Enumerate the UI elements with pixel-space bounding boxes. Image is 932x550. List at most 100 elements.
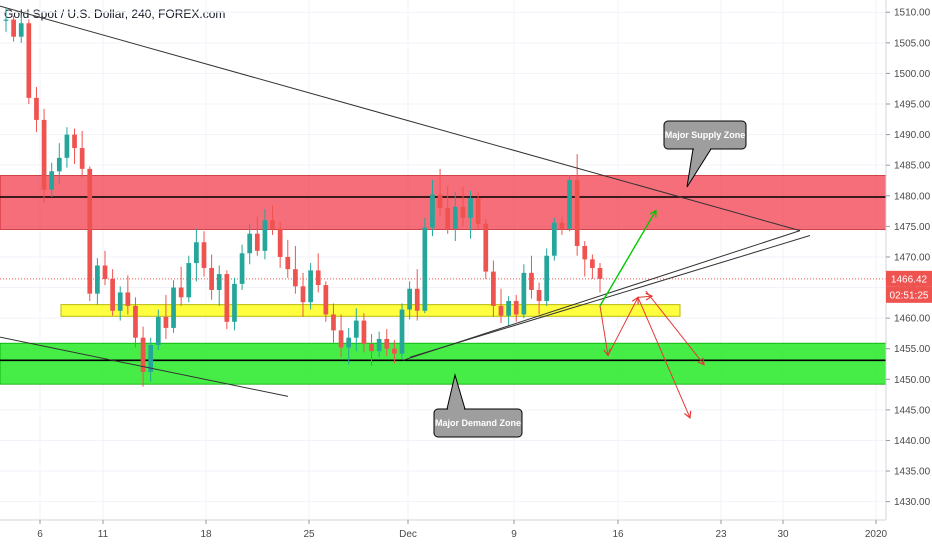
- candle-body: [102, 265, 108, 279]
- red-arrow-head: [697, 357, 705, 366]
- candle-body: [293, 269, 298, 287]
- y-tick-label: 1440.00: [894, 436, 931, 447]
- candle-body: [513, 300, 519, 315]
- red-arrow-head: [684, 410, 692, 419]
- y-tick-label: 1510.00: [894, 8, 931, 19]
- candle-body: [49, 171, 55, 190]
- candle-body: [544, 255, 550, 301]
- candle-body: [338, 330, 344, 348]
- candle-body: [376, 338, 382, 352]
- descending-trendline: [0, 5, 801, 232]
- candle-body: [361, 320, 367, 344]
- candle-body: [3, 19, 9, 21]
- red-arrow-shaft: [645, 290, 705, 365]
- candle-body: [536, 289, 542, 301]
- candle-body: [171, 287, 176, 328]
- x-tick-label: 18: [200, 529, 212, 540]
- x-tick-label: 16: [612, 529, 624, 540]
- candle-body: [460, 206, 466, 218]
- callouts: Major Supply Zone Major Demand Zone: [433, 120, 747, 438]
- candle-body: [323, 285, 329, 315]
- candle-body: [11, 19, 16, 37]
- candle-body: [270, 220, 275, 229]
- candle-body: [285, 256, 291, 270]
- candle-body: [422, 227, 428, 311]
- candle-body: [194, 242, 199, 264]
- y-tick-label: 1450.00: [894, 375, 931, 386]
- countdown-badge: [886, 286, 932, 303]
- candle-body: [148, 345, 154, 372]
- y-tick-label: 1490.00: [894, 130, 931, 141]
- candle-body: [79, 148, 85, 169]
- grid-lines: [0, 0, 886, 520]
- candle-body: [445, 208, 451, 229]
- candle-body: [551, 222, 557, 256]
- candle-body: [475, 198, 481, 224]
- y-tick-label: 1485.00: [894, 161, 931, 172]
- candle-body: [140, 337, 146, 372]
- candle-body: [597, 267, 603, 279]
- x-tick-label: 30: [777, 529, 789, 540]
- candle-body: [346, 337, 352, 348]
- candle-body: [452, 206, 458, 229]
- x-tick-label: Dec: [399, 529, 417, 540]
- ascending-trendline: [402, 230, 801, 361]
- candle-body: [369, 343, 374, 352]
- candle-body: [468, 198, 473, 218]
- x-tick-label: 23: [715, 529, 727, 540]
- demand-trendline: [0, 336, 289, 397]
- demand-zone: [0, 342, 887, 385]
- y-tick-label: 1445.00: [894, 405, 931, 416]
- price-axis[interactable]: 1510.00 1505.00 1500.00 1495.00 1490.00 1485.…: [885, 0, 932, 520]
- price-badges: 1466.42 02:51:25: [886, 270, 932, 303]
- candle-body: [392, 348, 397, 354]
- candle-body: [34, 97, 39, 120]
- candle-body: [95, 265, 100, 294]
- candle-body: [87, 168, 93, 294]
- green-arrow-shaft: [599, 210, 657, 307]
- x-tick-label: 6: [37, 529, 43, 540]
- last-price-label: 1466.42: [891, 274, 928, 285]
- candle-body: [110, 278, 115, 311]
- candle-body: [262, 220, 268, 251]
- candle-body: [133, 305, 138, 338]
- x-tick-label: 2020: [865, 529, 888, 540]
- yellow-zone: [60, 304, 681, 317]
- candle-body: [209, 267, 214, 290]
- candle-body: [125, 292, 131, 306]
- candle-body: [315, 270, 321, 286]
- red-arrow-shaft: [607, 297, 639, 356]
- red-arrow-shaft: [599, 305, 609, 356]
- candle-body: [64, 134, 70, 158]
- ascending-trendline: [409, 235, 811, 358]
- candle-body: [277, 228, 283, 257]
- last-price-badge: [886, 270, 932, 287]
- y-tick-label: 1470.00: [894, 252, 931, 263]
- candle-body: [216, 274, 222, 290]
- red-arrow-shaft: [637, 297, 691, 419]
- candle-body: [155, 316, 161, 346]
- candles: [3, 7, 603, 387]
- candle-body: [41, 119, 47, 190]
- candle-body: [414, 288, 420, 311]
- supply-callout: Major Supply Zone: [663, 120, 747, 188]
- candle-body: [117, 292, 123, 311]
- candle-body: [308, 270, 313, 303]
- candle-body: [567, 179, 572, 229]
- demand-callout: Major Demand Zone: [433, 373, 523, 438]
- candle-body: [590, 259, 595, 268]
- time-axis[interactable]: 6 11 18 25 Dec 9 16 23 30 2020: [0, 519, 888, 540]
- candle-body: [353, 320, 359, 338]
- candle-body: [178, 287, 184, 298]
- candle-body: [498, 305, 504, 316]
- x-tick-label: 9: [511, 529, 517, 540]
- y-tick-label: 1430.00: [894, 497, 931, 508]
- candle-body: [384, 338, 390, 349]
- supply-callout-label: Major Supply Zone: [665, 130, 746, 140]
- y-tick-label: 1435.00: [894, 467, 931, 478]
- candle-body: [186, 263, 192, 298]
- candle-body: [232, 283, 237, 322]
- green-arrow-head: [649, 209, 657, 218]
- candle-body: [430, 194, 435, 228]
